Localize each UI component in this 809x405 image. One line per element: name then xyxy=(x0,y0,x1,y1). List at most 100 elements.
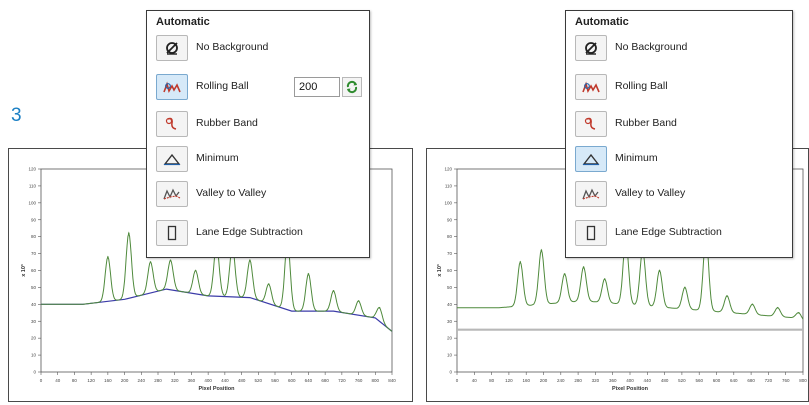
x-tick-label: 600 xyxy=(713,378,721,383)
y-tick-label: 100 xyxy=(444,200,452,205)
x-tick-label: 480 xyxy=(238,378,246,383)
x-tick-label: 160 xyxy=(104,378,112,383)
empty-set-icon[interactable] xyxy=(156,35,188,61)
minimum-triangle-icon[interactable] xyxy=(156,146,188,172)
x-tick-label: 240 xyxy=(557,378,565,383)
rolling-ball-icon[interactable] xyxy=(156,74,188,100)
peak-point xyxy=(726,295,728,297)
option-minimum[interactable]: Minimum xyxy=(575,146,753,172)
option-rubber-band[interactable]: Rubber Band xyxy=(156,111,334,137)
x-tick-label: 360 xyxy=(609,378,617,383)
valley-to-valley-icon[interactable] xyxy=(156,181,188,207)
peak-point xyxy=(378,306,381,309)
peak-point xyxy=(519,261,522,263)
rubber-band-icon[interactable] xyxy=(575,111,607,137)
option-label: Rolling Ball xyxy=(196,80,249,92)
y-tick-label: 90 xyxy=(31,217,37,222)
step-number: 3 xyxy=(11,105,22,126)
option-label: Rolling Ball xyxy=(615,80,668,92)
minimum-triangle-icon[interactable] xyxy=(575,146,607,172)
option-label: Valley to Valley xyxy=(615,187,686,199)
peak-point xyxy=(194,269,197,272)
peak-point xyxy=(658,269,661,272)
x-tick-label: 160 xyxy=(522,378,530,383)
x-tick-label: 680 xyxy=(321,378,329,383)
peak-point xyxy=(357,300,360,302)
x-tick-label: 760 xyxy=(782,378,790,383)
peak-point xyxy=(149,261,152,263)
y-tick-label: 30 xyxy=(31,319,37,324)
x-tick-label: 400 xyxy=(204,378,212,383)
x-tick-label: 480 xyxy=(661,378,669,383)
x-tick-label: 440 xyxy=(644,378,652,383)
x-tick-label: 280 xyxy=(574,378,582,383)
x-tick-label: 40 xyxy=(55,378,61,383)
x-tick-label: 120 xyxy=(87,378,95,383)
y-tick-label: 110 xyxy=(29,183,37,188)
option-minimum[interactable]: Minimum xyxy=(156,146,334,172)
option-lane-edge-subtraction[interactable]: Lane Edge Subtraction xyxy=(575,220,753,246)
option-no-background[interactable]: No Background xyxy=(156,35,334,61)
option-rubber-band[interactable]: Rubber Band xyxy=(575,111,753,137)
y-tick-label: 20 xyxy=(31,336,37,341)
y-tick-label: 80 xyxy=(447,234,453,239)
peak-point xyxy=(776,306,779,309)
peak-point xyxy=(332,290,335,292)
rubber-band-icon[interactable] xyxy=(156,111,188,137)
x-tick-label: 800 xyxy=(372,378,380,383)
x-tick-label: 80 xyxy=(72,378,78,383)
y-tick-label: 120 xyxy=(28,167,36,172)
peak-point xyxy=(307,273,310,275)
profile-line xyxy=(457,236,804,320)
x-tick-label: 600 xyxy=(288,378,296,383)
valley-to-valley-icon[interactable] xyxy=(575,181,607,207)
x-tick-label: 680 xyxy=(747,378,755,383)
right-background-options-panel: Automatic No Background Rolling Ball Rubbe… xyxy=(565,10,793,258)
option-label: Rubber Band xyxy=(615,117,677,129)
peak-point xyxy=(798,312,800,314)
x-tick-label: 520 xyxy=(678,378,686,383)
option-lane-edge-subtraction[interactable]: Lane Edge Subtraction xyxy=(156,220,334,246)
y-axis-label: x 10³ xyxy=(436,264,443,277)
x-tick-label: 200 xyxy=(121,378,129,383)
option-label: No Background xyxy=(615,41,688,53)
rolling-ball-radius-input[interactable]: 200 xyxy=(294,77,340,97)
left-background-options-panel: Automatic No Background Rolling Ball Rubbe… xyxy=(146,10,370,258)
y-tick-label: 0 xyxy=(33,370,36,375)
x-tick-label: 760 xyxy=(355,378,363,383)
option-label: Lane Edge Subtraction xyxy=(615,226,722,238)
option-valley-to-valley[interactable]: Valley to Valley xyxy=(156,181,334,207)
peak-point xyxy=(107,256,109,258)
background-line xyxy=(41,288,393,332)
y-tick-label: 120 xyxy=(444,167,452,172)
option-rolling-ball[interactable]: Rolling Ball xyxy=(156,74,334,100)
rolling-ball-icon[interactable] xyxy=(575,74,607,100)
peak-point xyxy=(684,286,686,289)
y-tick-label: 20 xyxy=(447,336,453,341)
lane-edge-icon[interactable] xyxy=(156,220,188,246)
x-tick-label: 0 xyxy=(40,378,43,383)
x-tick-label: 320 xyxy=(592,378,600,383)
x-tick-label: 400 xyxy=(626,378,634,383)
option-rolling-ball[interactable]: Rolling Ball xyxy=(575,74,753,100)
y-tick-label: 40 xyxy=(447,302,453,307)
refresh-icon[interactable] xyxy=(342,77,362,97)
peak-point xyxy=(169,259,172,262)
y-tick-label: 30 xyxy=(447,319,453,324)
y-tick-label: 10 xyxy=(31,353,37,358)
x-axis-label: Pixel Position xyxy=(198,386,235,392)
peak-point xyxy=(267,283,270,285)
y-axis-label: x 10³ xyxy=(20,264,27,277)
y-tick-label: 60 xyxy=(31,268,37,273)
option-no-background[interactable]: No Background xyxy=(575,35,753,61)
y-tick-label: 50 xyxy=(447,285,453,290)
peak-point xyxy=(751,303,754,306)
option-valley-to-valley[interactable]: Valley to Valley xyxy=(575,181,753,207)
peak-point xyxy=(563,273,566,275)
x-tick-label: 120 xyxy=(505,378,513,383)
option-label: Minimum xyxy=(615,152,658,164)
option-label: Valley to Valley xyxy=(196,187,267,199)
x-tick-label: 520 xyxy=(255,378,263,383)
lane-edge-icon[interactable] xyxy=(575,220,607,246)
empty-set-icon[interactable] xyxy=(575,35,607,61)
